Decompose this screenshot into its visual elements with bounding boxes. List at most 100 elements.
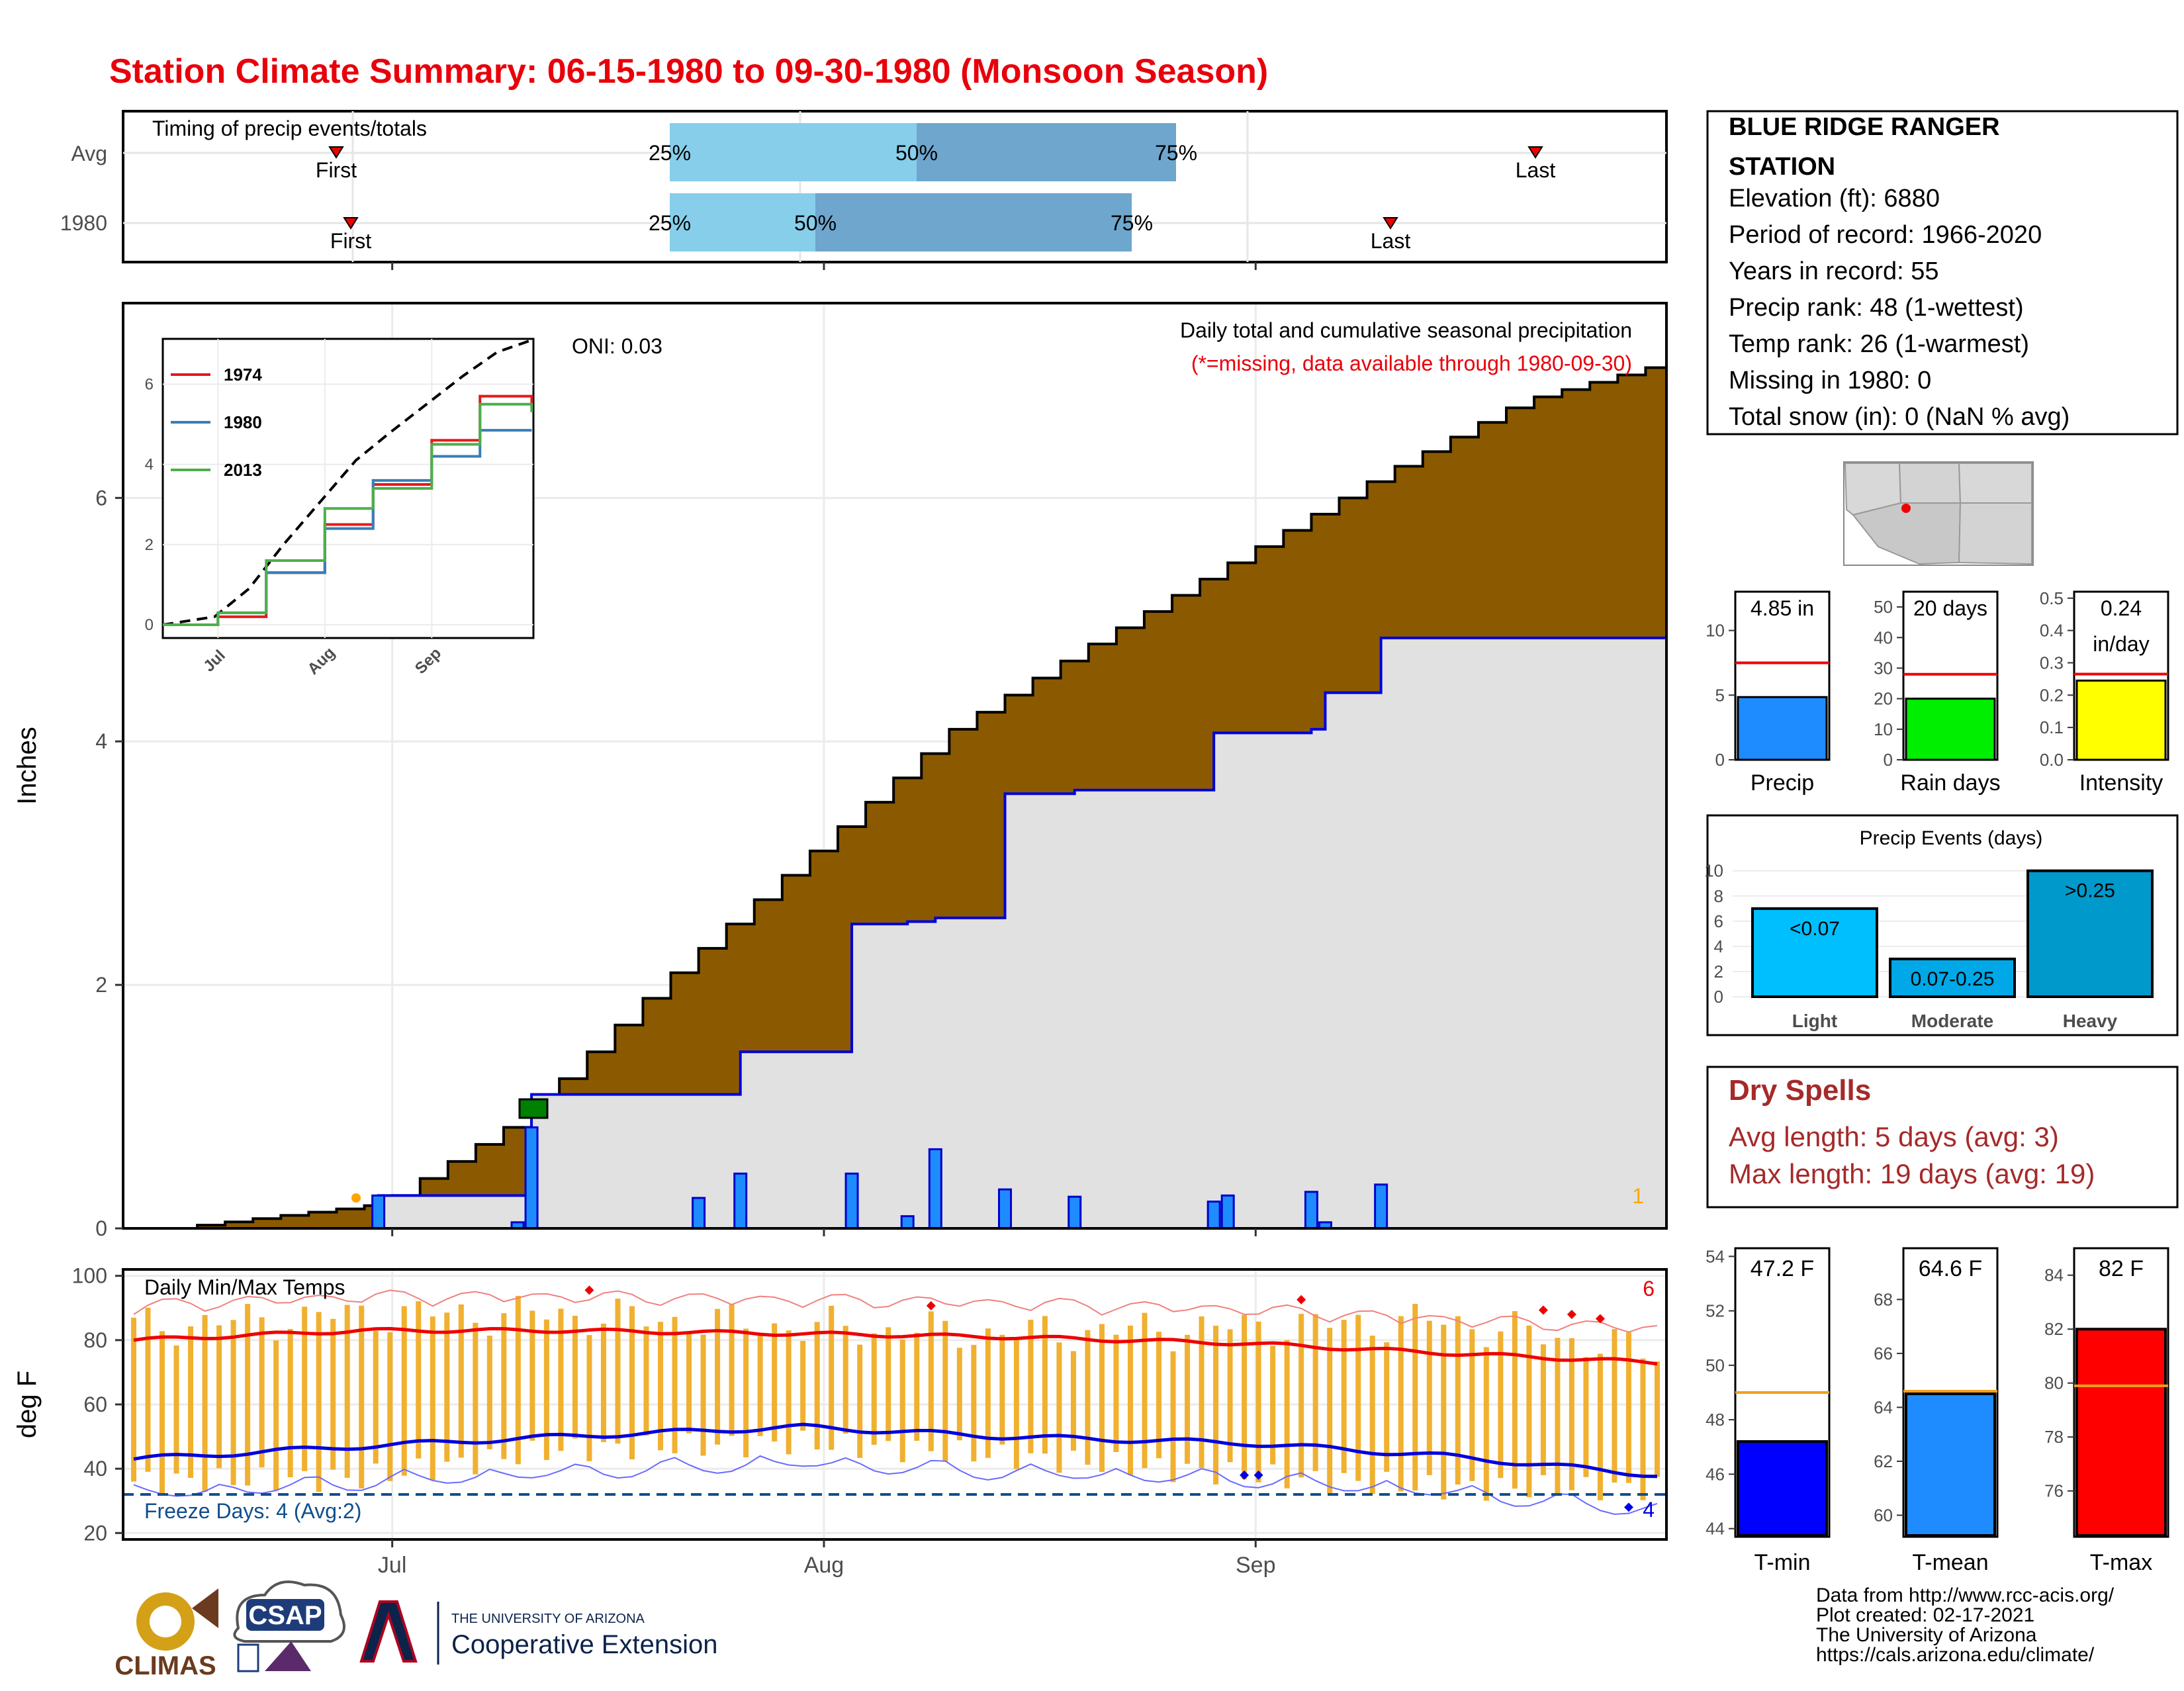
temperature-summary-bars: 44 46 48 50 52 54 47.2 F T-min 60 62 64 66 68 64.6 F T… xyxy=(1706,1246,2169,1575)
tbar-ytick-label: 82 xyxy=(2044,1319,2064,1339)
events-title: Precip Events (days) xyxy=(1860,827,2043,849)
summary-bars: 0 5 10 4.85 in Precip 0 10 20 30 40 50 20 days Rain … xyxy=(1706,588,2169,796)
daily-temp-bar xyxy=(942,1320,948,1462)
daily-temp-bar xyxy=(871,1333,877,1445)
mini-xlabel: Rain days xyxy=(1900,770,2000,796)
daily-temp-bar xyxy=(416,1301,422,1459)
precip-ytick-label: 6 xyxy=(95,486,107,510)
daily-temp-bar xyxy=(1298,1314,1304,1478)
daily-temp-bar xyxy=(786,1330,792,1455)
daily-temp-bar xyxy=(316,1312,322,1492)
1980-last-marker xyxy=(1383,217,1398,230)
daily-temp-bar xyxy=(501,1313,507,1459)
csap-wordmark: CSAP xyxy=(248,1601,322,1630)
tbar-xlabel: T-max xyxy=(2090,1550,2152,1575)
daily-temp-bar xyxy=(729,1304,735,1436)
events-bar-label: <0.07 xyxy=(1790,918,1840,940)
inset-line-2013 xyxy=(163,402,533,626)
1980-q75: 75% xyxy=(1111,211,1153,235)
daily-temp-bar xyxy=(956,1348,962,1441)
mini-value-label: 20 days xyxy=(1913,596,1987,620)
daily-temp-bar xyxy=(1255,1321,1261,1483)
daily-temp-bar xyxy=(159,1331,165,1494)
tbar-xlabel: T-min xyxy=(1754,1550,1811,1575)
x-tick-label: Sep xyxy=(1236,1553,1276,1578)
daily-temp-bar xyxy=(1597,1353,1603,1500)
events-bar-Heavy xyxy=(2026,869,2154,998)
daily-precip-bar xyxy=(1220,1194,1235,1230)
avg-max-line xyxy=(133,1326,1658,1366)
ua-logo: THE UNIVERSITY OF ARIZONA Cooperative Ex… xyxy=(359,1600,717,1665)
events-xlabel: Moderate xyxy=(1911,1011,1993,1031)
mini-ytick-label: 0.5 xyxy=(2040,588,2064,608)
station-location-dot xyxy=(1901,504,1911,513)
daily-temp-bar xyxy=(486,1336,492,1449)
1980-last-label: Last xyxy=(1371,229,1411,253)
daily-precip-bar xyxy=(844,1172,859,1230)
record-high-marker xyxy=(584,1285,594,1295)
mini-ytick-label: 30 xyxy=(1874,658,1893,678)
daily-temp-bar xyxy=(928,1311,934,1451)
tbar-value-label: 82 F xyxy=(2099,1256,2144,1281)
daily-precip-bar xyxy=(928,1148,942,1230)
hot-days-count: 6 xyxy=(1643,1277,1655,1301)
daily-temp-bar xyxy=(615,1299,621,1444)
daily-temp-bar xyxy=(1284,1340,1290,1488)
daily-temp-bar xyxy=(1469,1329,1475,1481)
oni-label: ONI: 0.03 xyxy=(572,334,662,358)
daily-temp-bar xyxy=(1455,1316,1461,1485)
daily-temp-bar xyxy=(1013,1339,1019,1469)
1980-first-marker xyxy=(343,217,359,230)
daily-temp-bar xyxy=(1441,1324,1447,1500)
inset-avg-line xyxy=(162,338,533,626)
mini-bar-Intensity xyxy=(2075,679,2167,761)
avg-first-marker xyxy=(328,146,344,159)
tbar-ytick-label: 68 xyxy=(1874,1289,1893,1309)
daily-temp-bar xyxy=(387,1332,393,1481)
daily-temp-bar xyxy=(1384,1342,1390,1472)
ua-small-text: THE UNIVERSITY OF ARIZONA xyxy=(451,1612,645,1626)
daily-temp-bar xyxy=(985,1328,991,1458)
inset-ytick-label: 4 xyxy=(145,456,154,474)
station-name-line2: STATION xyxy=(1729,153,1835,181)
precip-panel: 0 2 4 6 Inches ONI: 0.03 Daily total and cu… xyxy=(13,302,1668,1240)
daily-temp-bar xyxy=(800,1341,806,1431)
1980-iqr-high xyxy=(815,193,1132,251)
1980-iqr-low xyxy=(670,193,815,251)
events-xlabel: Light xyxy=(1792,1011,1837,1031)
daily-temp-bar xyxy=(1583,1357,1589,1477)
daily-temp-bar xyxy=(444,1312,450,1462)
mini-ytick-label: 0.2 xyxy=(2040,685,2064,705)
daily-temp-bar xyxy=(1512,1311,1518,1489)
mini-ytick-label: 0.0 xyxy=(2040,750,2064,770)
freeze-days-label: Freeze Days: 4 (Avg:2) xyxy=(144,1499,361,1523)
daily-temp-bar xyxy=(273,1340,279,1490)
avg-first-label: First xyxy=(316,158,357,182)
events-ytick-label: 2 xyxy=(1714,962,1723,982)
daily-temp-bar xyxy=(359,1305,365,1488)
daily-temp-bar xyxy=(344,1304,350,1478)
daily-temp-bar xyxy=(1327,1328,1333,1494)
record-low-marker xyxy=(1240,1470,1250,1480)
dry-spells-title: Dry Spells xyxy=(1729,1074,1871,1107)
daily-temp-bar xyxy=(572,1316,578,1439)
record-high-marker xyxy=(1567,1310,1576,1319)
daily-temp-bar xyxy=(230,1320,236,1485)
tbar-ytick-label: 44 xyxy=(1706,1519,1725,1539)
mini-ytick-label: 0.4 xyxy=(2040,621,2064,641)
events-ytick-label: 8 xyxy=(1714,886,1723,906)
daily-precip-bar xyxy=(900,1215,915,1230)
mini-bar-Precip xyxy=(1737,696,1828,761)
tbar-ytick-label: 84 xyxy=(2044,1265,2064,1285)
station-missing: Missing in 1980: 0 xyxy=(1729,367,1931,394)
daily-temp-bar xyxy=(658,1322,664,1451)
daily-temp-bar xyxy=(586,1335,592,1461)
tbar-T-min xyxy=(1737,1440,1828,1537)
station-name-line1: BLUE RIDGE RANGER xyxy=(1729,113,2000,141)
events-ytick-label: 10 xyxy=(1704,861,1723,881)
timing-panel: Timing of precip events/totals Avg 1980 … xyxy=(60,110,1668,263)
credit-created: Plot created: 02-17-2021 xyxy=(1816,1604,2034,1626)
mini-xlabel: Precip xyxy=(1751,770,1814,796)
daily-temp-bar xyxy=(1185,1334,1191,1464)
